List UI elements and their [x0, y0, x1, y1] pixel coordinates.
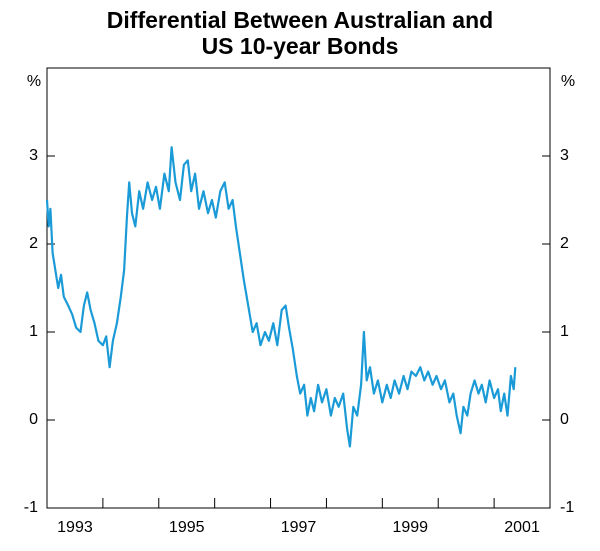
y2-tick-label: 1 [560, 323, 569, 340]
y-tick-label: 1 [29, 323, 38, 340]
x-tick-label: 1999 [392, 519, 428, 536]
y2-tick-label: 2 [560, 235, 569, 252]
chart-title: US 10-year Bonds [202, 33, 399, 59]
y-tick-label: 0 [29, 411, 38, 428]
chart-title: Differential Between Australian and [107, 7, 493, 33]
x-tick-label: 1993 [57, 519, 93, 536]
x-tick-label: 2001 [504, 519, 540, 536]
y-tick-label: -1 [24, 499, 38, 516]
y2-tick-label: 3 [560, 147, 569, 164]
y-tick-label: 3 [29, 147, 38, 164]
y-unit-label: % [27, 73, 41, 90]
y2-tick-label: 0 [560, 411, 569, 428]
y-tick-label: 2 [29, 235, 38, 252]
y2-tick-label: -1 [560, 499, 574, 516]
line-series [45, 146, 517, 448]
x-tick-label: 1995 [169, 519, 205, 536]
y2-unit-label: % [561, 73, 575, 90]
plot-frame [46, 67, 551, 509]
x-tick-label: 1997 [281, 519, 317, 536]
